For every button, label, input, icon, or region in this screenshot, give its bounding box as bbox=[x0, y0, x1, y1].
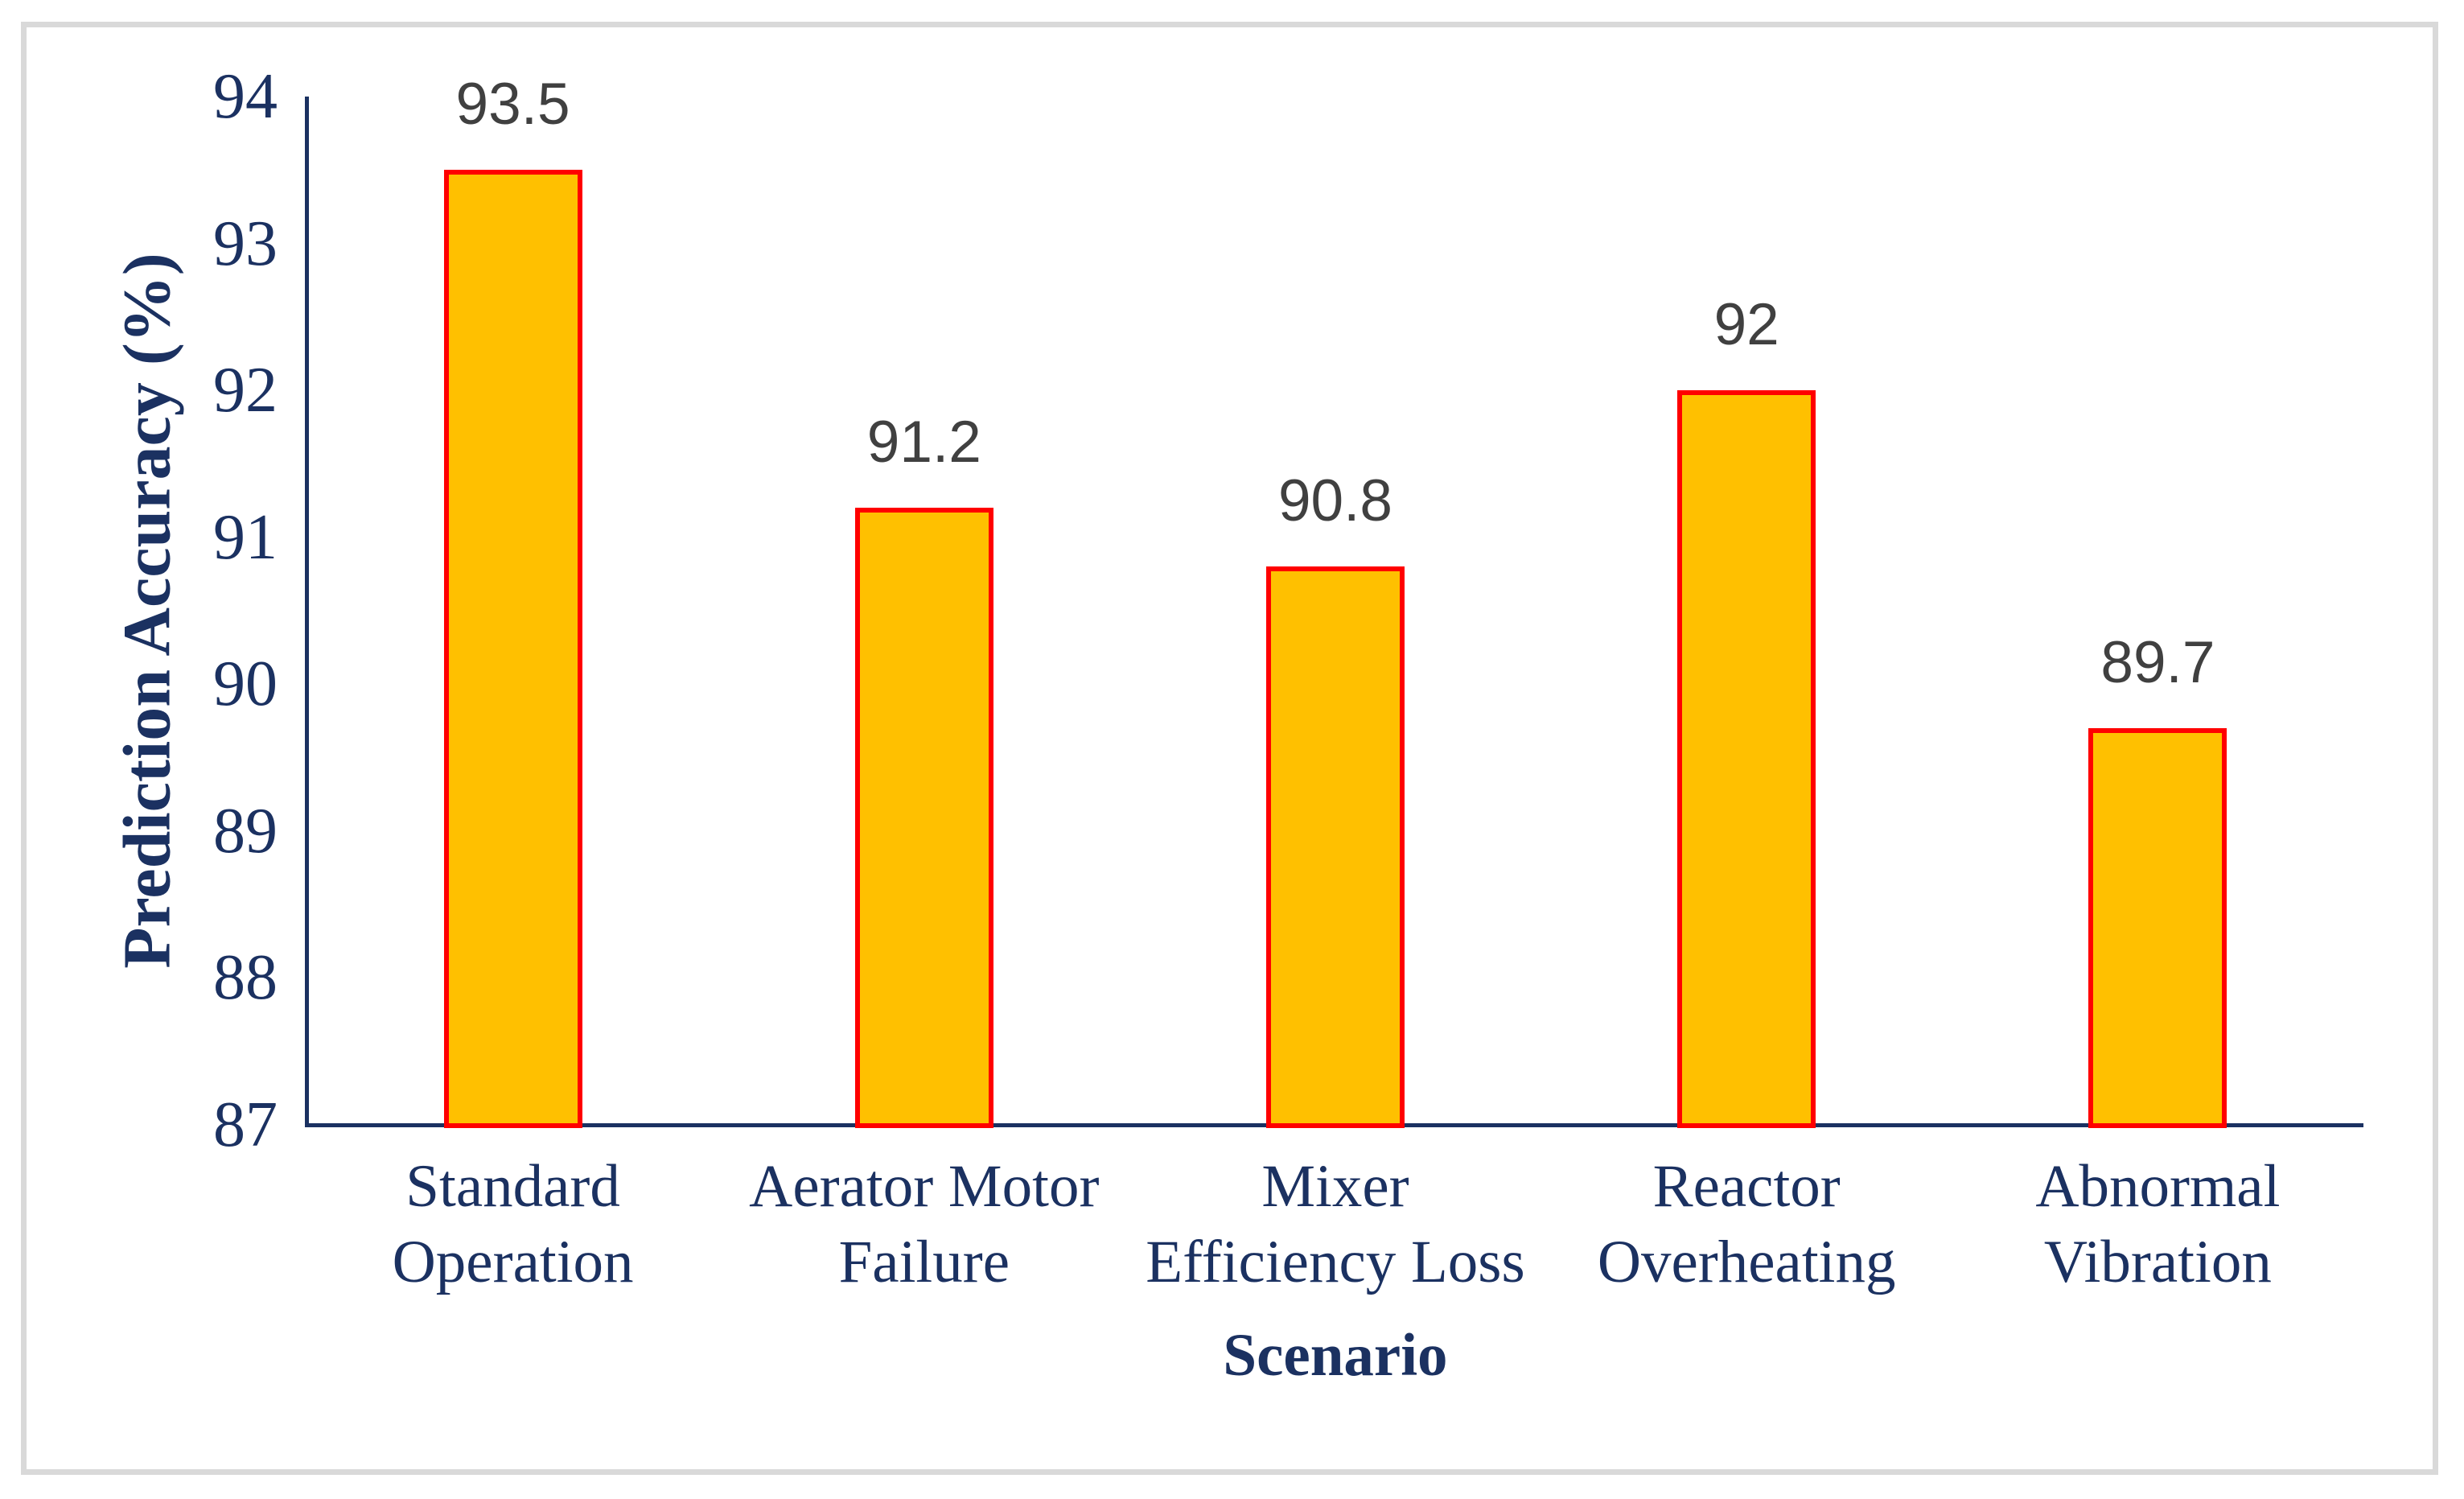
y-tick-label: 92 bbox=[213, 355, 278, 426]
y-tick-label: 89 bbox=[213, 795, 278, 867]
bar-3 bbox=[1266, 566, 1405, 1128]
x-category-label: Mixer Efficiency Loss bbox=[1134, 1149, 1536, 1300]
x-category-label-line: Operation bbox=[392, 1229, 634, 1295]
bar-value-label: 92 bbox=[1713, 292, 1779, 358]
x-category-label-line: Standard bbox=[405, 1153, 620, 1220]
bar-value-label: 93.5 bbox=[455, 72, 570, 138]
y-tick-label: 94 bbox=[213, 61, 278, 132]
y-tick-label: 88 bbox=[213, 942, 278, 1014]
y-tick-label: 87 bbox=[213, 1089, 278, 1160]
bar-2 bbox=[854, 508, 993, 1128]
bar-4 bbox=[1677, 390, 1816, 1128]
x-category-label: Standard Operation bbox=[312, 1149, 714, 1300]
x-category-label: Aerator Motor Failure bbox=[723, 1149, 1125, 1300]
x-category-label-line: Reactor bbox=[1652, 1153, 1841, 1220]
bar-value-label: 91.2 bbox=[866, 410, 981, 476]
bar-1 bbox=[443, 170, 582, 1128]
x-category-label-line: Failure bbox=[838, 1229, 1010, 1295]
bar-5 bbox=[2088, 728, 2227, 1128]
y-tick-label: 91 bbox=[213, 501, 278, 573]
x-category-label-line: Abnormal bbox=[2035, 1153, 2281, 1220]
x-category-label-line: Vibration bbox=[2043, 1229, 2272, 1295]
x-category-label: Reactor Overheating bbox=[1545, 1149, 1948, 1300]
bar-value-label: 90.8 bbox=[1277, 468, 1393, 534]
x-category-label-line: Mixer bbox=[1261, 1153, 1409, 1220]
x-category-label-line: Efficiency Loss bbox=[1146, 1229, 1525, 1295]
bar-value-label: 89.7 bbox=[2100, 630, 2215, 696]
y-tick-label: 93 bbox=[213, 208, 278, 279]
x-category-label-line: Overheating bbox=[1597, 1229, 1896, 1295]
y-tick-label: 90 bbox=[213, 649, 278, 720]
x-category-label: Abnormal Vibration bbox=[1956, 1149, 2359, 1300]
y-axis-line bbox=[305, 97, 309, 1127]
x-axis-title: Scenario bbox=[1223, 1322, 1448, 1389]
chart-frame bbox=[21, 22, 2438, 1475]
x-category-label-line: Aerator Motor bbox=[749, 1153, 1100, 1220]
